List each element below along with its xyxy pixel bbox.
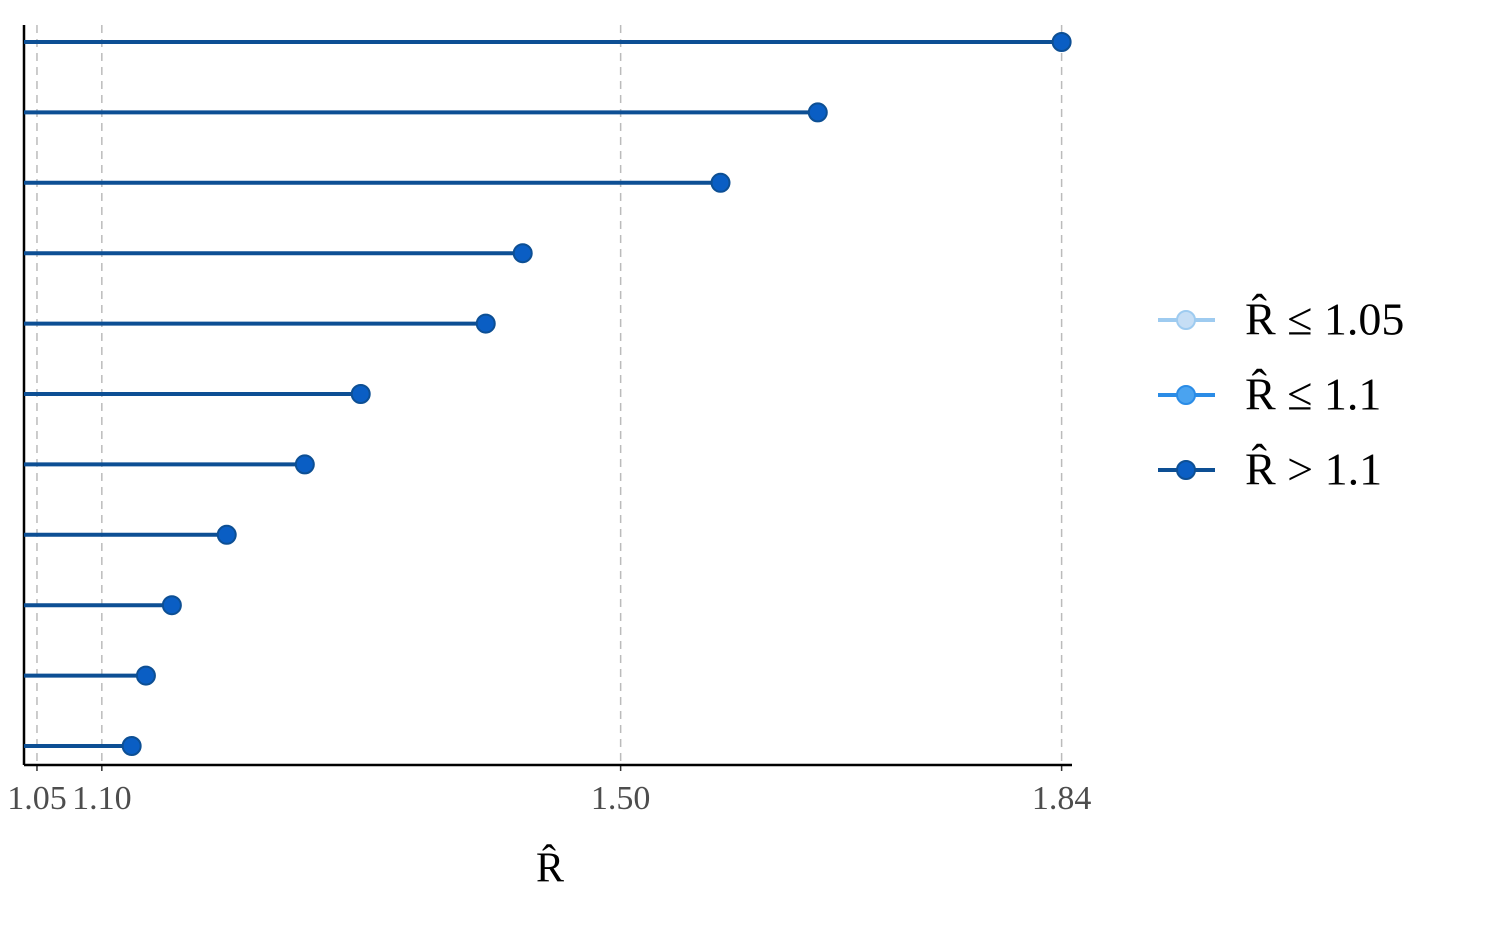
legend-label: R̂ ≤ 1.05 xyxy=(1245,293,1404,345)
x-tick-label: 1.84 xyxy=(1032,780,1092,817)
x-tick-label: 1.50 xyxy=(591,780,651,817)
legend-point xyxy=(1176,460,1196,480)
legend-point xyxy=(1176,310,1196,330)
x-tick-label: 1.10 xyxy=(72,780,132,817)
point xyxy=(216,524,237,545)
legend-label: R̂ > 1.1 xyxy=(1245,443,1382,495)
point xyxy=(350,384,371,404)
point xyxy=(1051,32,1072,52)
point xyxy=(121,736,142,756)
x-axis-label: R̂ xyxy=(536,843,564,891)
legend-point xyxy=(1176,385,1196,405)
point xyxy=(294,454,315,475)
point xyxy=(512,243,533,264)
point xyxy=(161,595,182,616)
point xyxy=(135,665,156,686)
legend-label: R̂ ≤ 1.1 xyxy=(1245,368,1381,420)
point xyxy=(475,313,496,334)
point xyxy=(710,172,731,193)
x-tick-label: 1.05 xyxy=(7,780,67,817)
point xyxy=(807,102,828,123)
